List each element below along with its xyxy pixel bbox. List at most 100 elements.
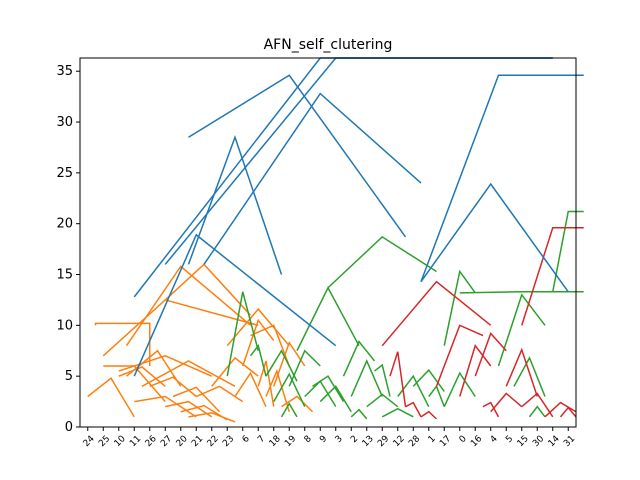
dendrogram-link-7	[165, 400, 213, 418]
x-axis: 24 25 10 11 26 27 20 21 22 23 6 7 18 19 8 9 3 2 13 29 12 28 1 1…	[82, 427, 577, 449]
dendrogram-link-15	[234, 371, 267, 407]
dendrogram-link-19	[265, 368, 290, 412]
dendrogram-link-14	[211, 356, 259, 387]
dendrogram-link-62	[505, 347, 538, 397]
dendrogram-link-17	[257, 360, 275, 407]
y-tick-label-0: 0	[65, 420, 73, 435]
y-tick-label-25: 25	[56, 166, 73, 181]
dendrogram-link-63	[521, 392, 554, 418]
x-tick-label-24: 24	[82, 434, 97, 449]
dendrogram-link-21	[273, 340, 306, 387]
dendrogram-link-53	[389, 351, 407, 407]
y-tick-label-10: 10	[56, 318, 73, 333]
dendrogram-link-27	[249, 343, 267, 377]
dendrogram-link-55	[420, 410, 438, 420]
y-tick-label-15: 15	[56, 268, 73, 283]
x-tick-label-7: 7	[256, 434, 267, 445]
dendrogram-link-8	[172, 386, 221, 413]
dendrogram-link-45	[443, 371, 476, 407]
dendrogram-link-36	[342, 340, 376, 377]
dendrogram-link-74	[133, 57, 553, 298]
x-tick-label-10: 10	[113, 434, 128, 449]
x-tick-label-14: 14	[547, 434, 562, 449]
dendrogram-link-71	[188, 74, 407, 238]
dendrogram-link-64	[544, 401, 577, 418]
dendrogram-link-32	[304, 380, 337, 408]
dendrogram-link-26	[226, 291, 259, 377]
x-tick-label-3: 3	[334, 434, 345, 445]
x-tick-label-13: 13	[361, 434, 376, 449]
x-tick-label-27: 27	[159, 434, 174, 449]
x-tick-label-6: 6	[241, 434, 252, 445]
x-tick-label-18: 18	[268, 434, 283, 449]
axes-frame	[79, 57, 577, 428]
x-tick-label-25: 25	[97, 434, 112, 449]
dendrogram-link-12	[141, 360, 236, 387]
x-tick-label-12: 12	[392, 434, 407, 449]
dendrogram-link-59	[474, 332, 507, 377]
dendrogram-link-0	[87, 377, 135, 418]
x-tick-label-0: 0	[458, 434, 469, 445]
chart-title: AFN_self_clutering	[264, 37, 393, 53]
dendrogram-link-58	[459, 344, 492, 397]
x-tick-label-22: 22	[206, 434, 221, 449]
dendrogram-link-67	[187, 135, 283, 275]
x-tick-label-23: 23	[221, 434, 236, 449]
dendrogram-link-9	[180, 404, 228, 421]
dendrogram-link-73	[164, 57, 553, 265]
x-tick-label-16: 16	[469, 434, 484, 449]
y-tick-label-30: 30	[56, 115, 73, 130]
x-tick-label-30: 30	[531, 434, 546, 449]
dendrogram-link-11	[195, 385, 244, 403]
dendrogram-link-52	[552, 210, 584, 292]
x-tick-label-4: 4	[489, 434, 500, 445]
y-tick-label-35: 35	[56, 64, 73, 79]
x-tick-label-1: 1	[427, 434, 438, 445]
x-tick-label-2: 2	[349, 434, 360, 445]
x-tick-label-11: 11	[128, 434, 143, 449]
dendrogram-link-24	[125, 265, 251, 347]
dendrogram-link-47	[327, 235, 437, 289]
dendrogram-link-35	[296, 286, 360, 352]
x-tick-label-5: 5	[504, 434, 515, 445]
dendrogram-link-40	[374, 363, 391, 397]
x-tick-label-9: 9	[318, 434, 329, 445]
y-tick-label-5: 5	[65, 369, 73, 384]
x-tick-label-8: 8	[303, 434, 314, 445]
dendrogram-link-68	[133, 233, 337, 377]
x-tick-label-21: 21	[190, 434, 205, 449]
dendrogram-link-29	[273, 372, 306, 407]
dendrogram-link-54	[405, 401, 422, 418]
dendrogram-link-41	[381, 407, 414, 418]
dendrogram-link-22	[281, 395, 314, 413]
dendrogram-link-20	[226, 307, 290, 347]
x-tick-label-17: 17	[438, 434, 453, 449]
dendrogram-links	[87, 57, 584, 423]
dendrogram-link-57	[435, 324, 484, 387]
x-tick-label-26: 26	[144, 434, 159, 449]
dendrogram-link-48	[513, 356, 546, 397]
dendrogram-link-50	[497, 293, 546, 367]
x-tick-label-31: 31	[562, 434, 577, 449]
dendrogram-link-44	[428, 384, 445, 407]
dendrogram-link-46	[443, 269, 476, 346]
dendrogram-link-38	[350, 359, 383, 397]
dendrogram-link-23	[102, 299, 259, 357]
dendrogram-link-31	[288, 349, 321, 387]
x-tick-label-15: 15	[516, 434, 531, 449]
dendrogram-link-16	[242, 318, 275, 367]
dendrogram-link-1	[94, 322, 151, 367]
dendrogram-link-18	[250, 324, 290, 367]
dendrogram-link-60	[482, 401, 500, 418]
dendrogram-link-33	[312, 375, 345, 402]
dendrogram-link-37	[350, 408, 368, 420]
x-tick-label-19: 19	[283, 434, 298, 449]
x-tick-label-20: 20	[175, 434, 190, 449]
dendrogram-link-72	[420, 74, 584, 282]
dendrogram-link-65	[559, 406, 577, 418]
dendrogram-link-34	[319, 385, 352, 413]
dendrogram-link-56	[381, 280, 492, 347]
dendrogram-link-51	[459, 291, 584, 294]
dendrogram-link-70	[420, 182, 569, 293]
